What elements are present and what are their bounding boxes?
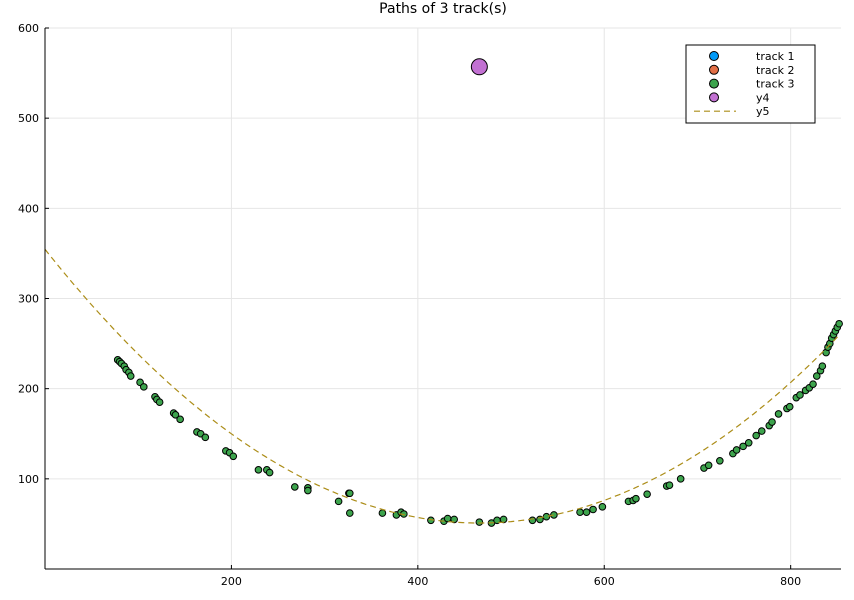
point-track-3	[176, 415, 184, 424]
point-track-3	[716, 457, 724, 465]
point-track-3	[774, 410, 783, 418]
legend-box	[685, 44, 816, 124]
point-track-3	[665, 481, 674, 489]
point-track-3	[796, 391, 804, 399]
chart-title: Paths of 3 track(s)	[379, 1, 507, 17]
point-track-3	[550, 511, 558, 519]
point-track-3	[126, 372, 135, 380]
point-track-3	[171, 411, 180, 419]
point-track-3	[744, 438, 753, 447]
point-track-3	[528, 516, 537, 525]
point-track-3	[334, 497, 343, 506]
point-track-3	[589, 505, 597, 514]
y-tick-label: 500	[18, 112, 39, 125]
series-line-y5	[45, 248, 840, 524]
point-track-3	[818, 362, 827, 370]
point-track-3	[739, 442, 747, 451]
plot-series	[45, 58, 843, 527]
x-tick-label: 400	[407, 575, 428, 588]
y-tick-label: 600	[18, 22, 39, 35]
point-track-3	[757, 427, 766, 435]
legend-swatch-marker	[709, 64, 719, 75]
point-track-3	[443, 514, 452, 523]
x-tick-label: 200	[221, 575, 242, 588]
grid	[45, 27, 841, 569]
point-track-3	[768, 418, 776, 426]
point-track-3	[582, 508, 591, 516]
y-tick-label: 400	[18, 202, 39, 215]
legend-swatch-marker	[709, 78, 719, 89]
point-track-3	[304, 486, 312, 495]
point-track-3	[643, 490, 651, 498]
legend-swatch-marker	[709, 51, 719, 61]
point-track-3	[155, 398, 164, 406]
point-track-3	[140, 383, 148, 391]
point-track-3	[632, 494, 640, 503]
legend-label: track 3	[756, 78, 795, 91]
x-tick-label: 600	[594, 575, 615, 588]
axes	[44, 27, 841, 570]
point-track-3	[345, 489, 354, 498]
point-track-3	[378, 509, 387, 517]
point-track-3	[201, 433, 210, 442]
legend-label: y5	[756, 105, 770, 118]
y-tick-label: 300	[18, 293, 39, 306]
y-tick-label: 200	[18, 383, 39, 396]
x-tick-label: 800	[780, 575, 801, 588]
legend-label: y4	[756, 91, 770, 104]
legend-label: track 2	[756, 64, 795, 77]
point-track-3	[704, 461, 713, 470]
point-track-3	[752, 431, 760, 440]
y-tick-label: 100	[18, 473, 39, 486]
point-track-3	[265, 468, 274, 477]
point-track-3	[598, 502, 607, 511]
point-track-3	[809, 380, 817, 388]
tick-labels: 200 400 600 800 100 200 300 400 500 600	[18, 22, 801, 588]
point-track-3	[229, 452, 238, 461]
point-track-3	[812, 372, 821, 380]
point-track-3	[676, 475, 685, 483]
point-track-3	[290, 483, 299, 491]
point-track-3	[345, 509, 354, 517]
point-track-3	[254, 466, 263, 474]
legend-label: track 1	[756, 50, 795, 63]
point-track-3	[542, 512, 551, 521]
point-track-3	[576, 508, 584, 516]
point-track-3	[475, 518, 484, 526]
point-track-3	[835, 319, 843, 328]
point-track-3	[732, 446, 741, 454]
point-track-3	[785, 402, 794, 411]
point-y4	[470, 58, 488, 76]
legend-swatch-marker	[709, 92, 719, 103]
